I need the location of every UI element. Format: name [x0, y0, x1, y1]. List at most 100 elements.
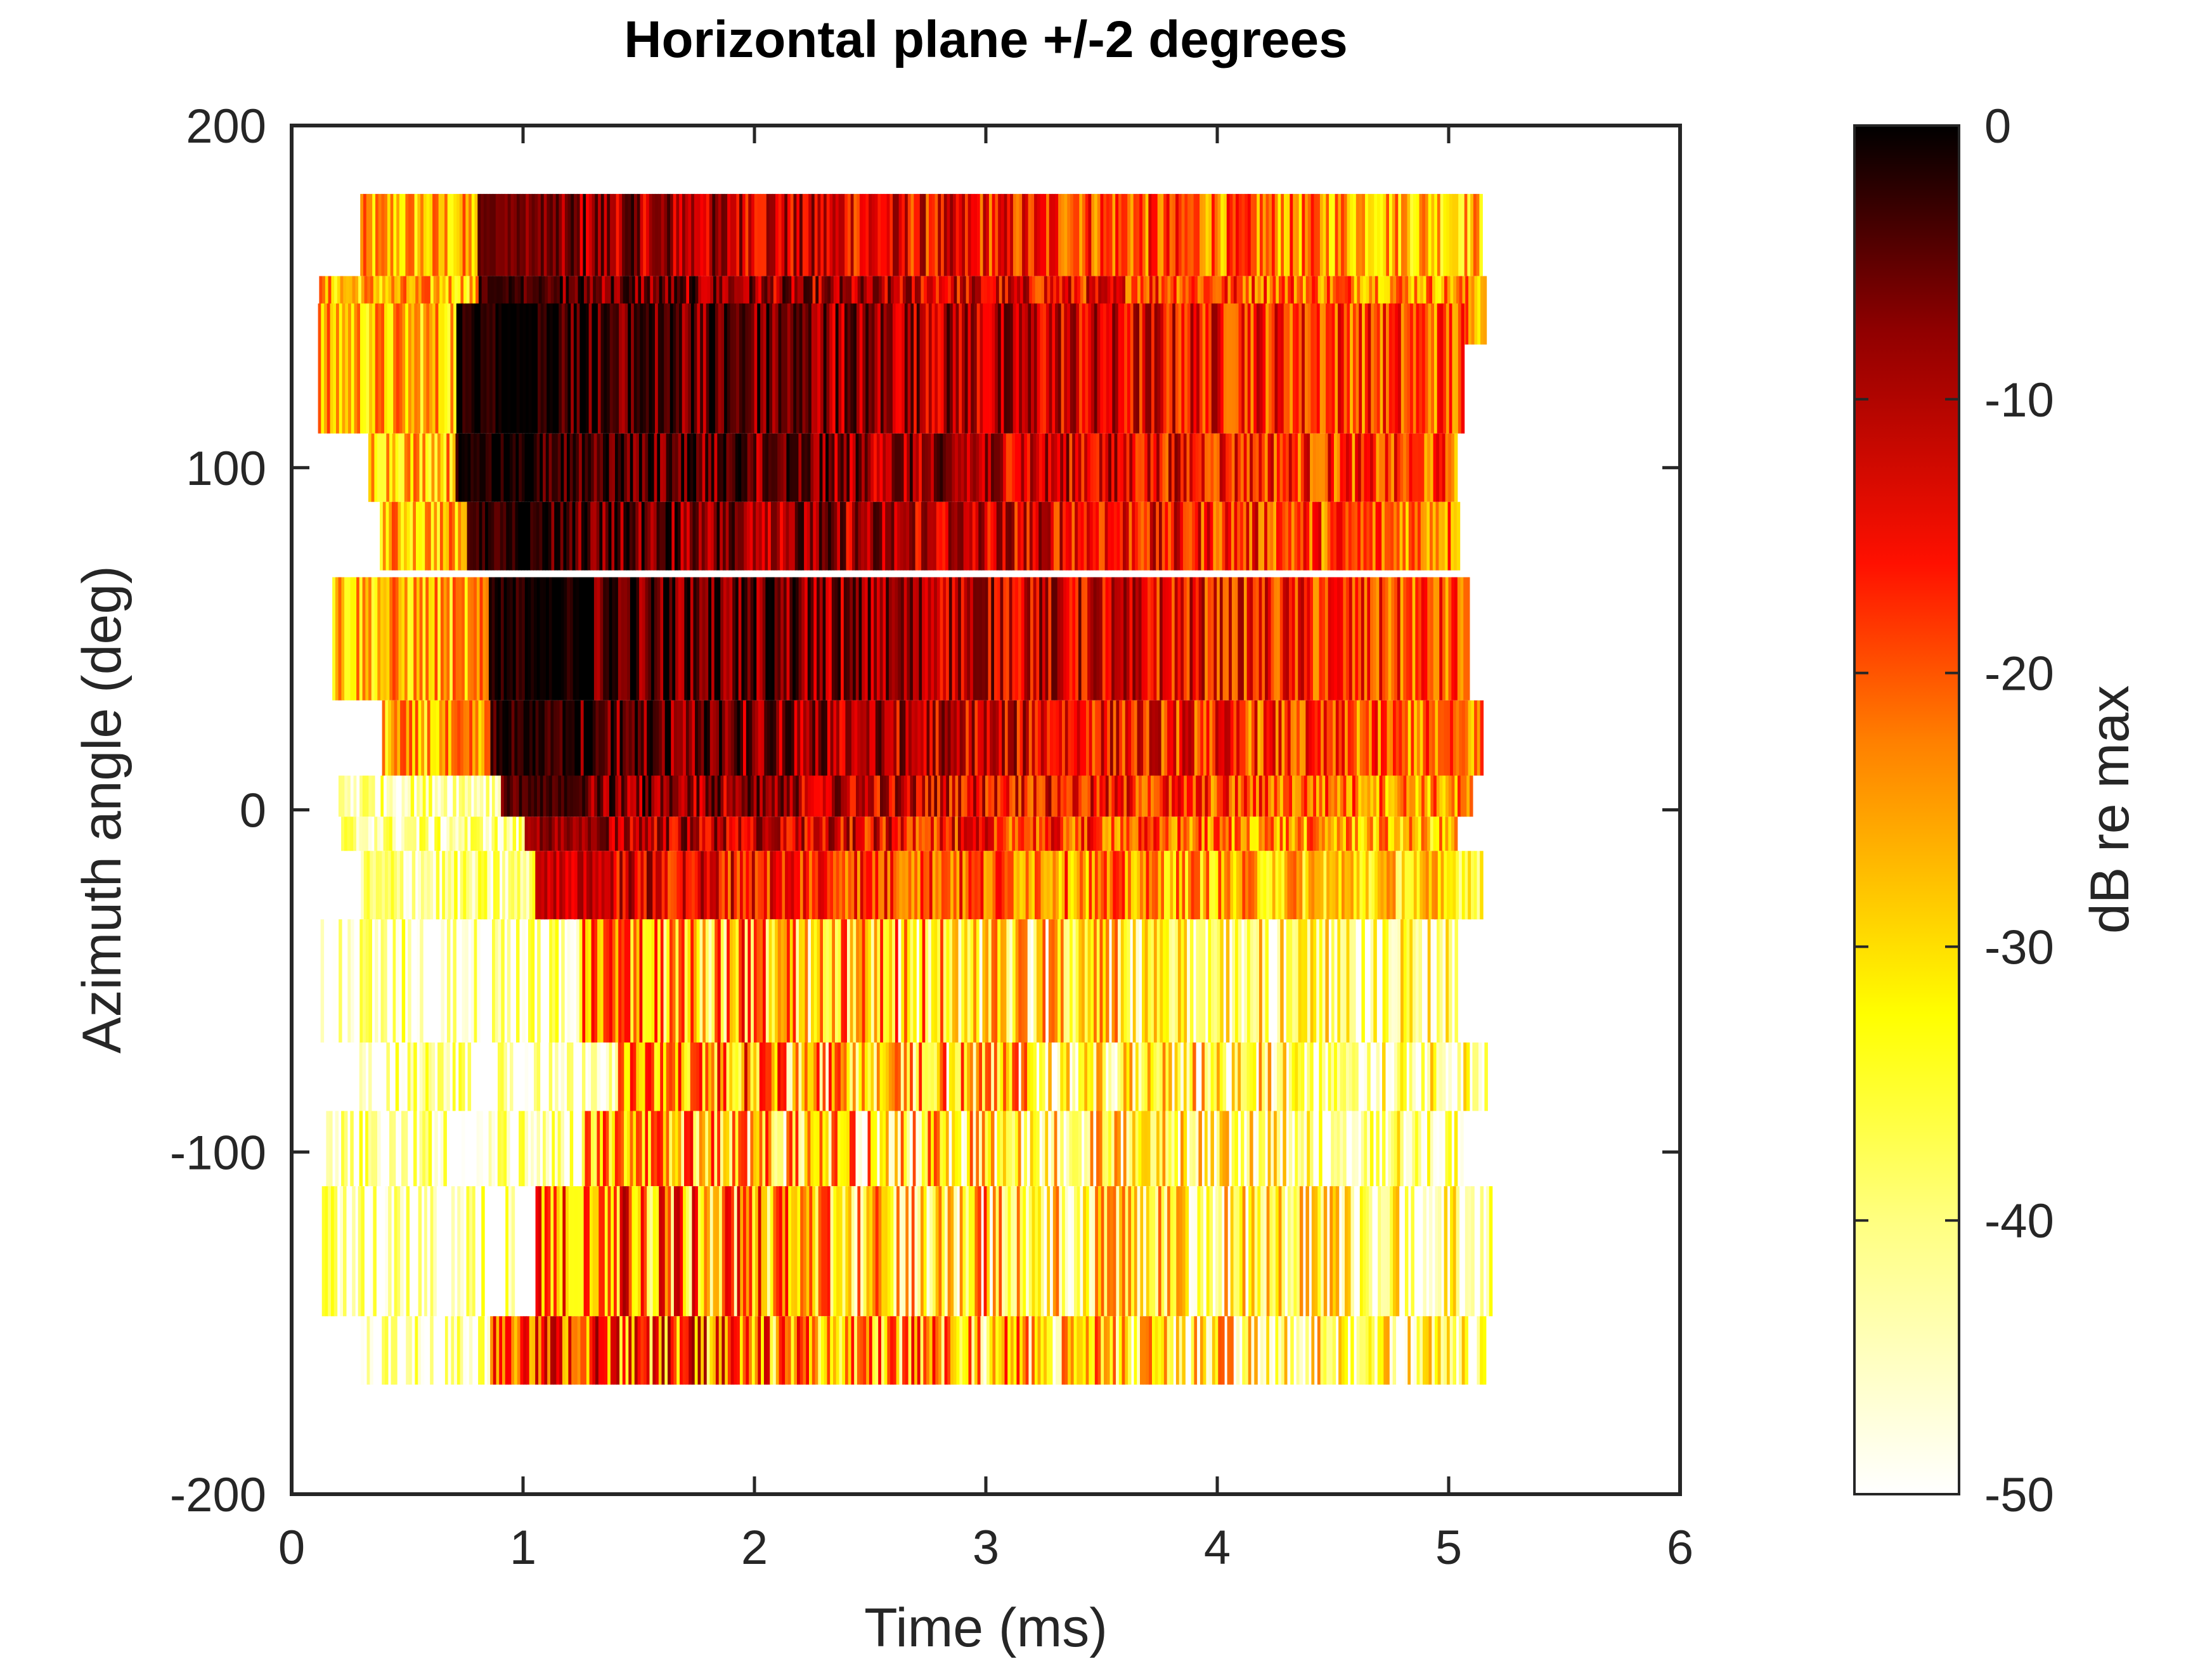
- heatmap-cell: [522, 303, 526, 434]
- heatmap-cell: [964, 433, 967, 502]
- heatmap-cell: [507, 817, 510, 851]
- heatmap-cell: [948, 817, 953, 851]
- heatmap-cell: [609, 303, 614, 434]
- heatmap-cell: [639, 919, 644, 1043]
- heatmap-cell: [463, 1316, 467, 1385]
- heatmap-cell: [1033, 919, 1037, 1043]
- heatmap-cell: [1180, 1042, 1184, 1111]
- heatmap-cell: [588, 193, 593, 276]
- heatmap-cell: [649, 700, 654, 776]
- heatmap-cell: [1367, 1111, 1371, 1187]
- heatmap-cell: [1439, 1111, 1443, 1187]
- heatmap-cell: [1236, 851, 1240, 920]
- heatmap-cell: [1402, 700, 1406, 776]
- heatmap-cell: [1455, 193, 1459, 276]
- heatmap-cell: [1331, 577, 1335, 700]
- heatmap-cell: [833, 1186, 837, 1317]
- heatmap-cell: [886, 577, 889, 700]
- heatmap-cell: [1022, 193, 1026, 276]
- heatmap-cell: [702, 303, 707, 434]
- heatmap-cell: [1374, 851, 1378, 920]
- heatmap-cell: [529, 1316, 533, 1385]
- heatmap-cell: [1263, 700, 1267, 776]
- heatmap-cell: [794, 700, 798, 776]
- heatmap-cell: [1246, 1042, 1250, 1111]
- heatmap-cell: [696, 1042, 700, 1111]
- heatmap-cell: [850, 1042, 853, 1111]
- heatmap-cell: [744, 817, 748, 851]
- heatmap-cell: [516, 919, 520, 1043]
- heatmap-cell: [1234, 775, 1239, 817]
- heatmap-cell: [1352, 919, 1356, 1043]
- heatmap-cell: [582, 775, 586, 817]
- heatmap-cell: [693, 577, 697, 700]
- heatmap-cell: [494, 501, 498, 571]
- heatmap-cell: [996, 501, 1000, 571]
- heatmap-cell: [407, 433, 411, 502]
- heatmap-cell: [1298, 1111, 1302, 1187]
- heatmap-cell: [1321, 1186, 1324, 1317]
- heatmap-cell: [472, 700, 476, 776]
- heatmap-cell: [659, 501, 663, 571]
- heatmap-cell: [496, 700, 500, 776]
- heatmap-cell: [815, 700, 819, 776]
- heatmap-cell: [789, 433, 793, 502]
- heatmap-cell: [628, 303, 631, 434]
- heatmap-cell: [921, 817, 926, 851]
- heatmap-cell: [1433, 817, 1437, 851]
- heatmap-cell: [461, 817, 465, 851]
- heatmap-cell: [1260, 851, 1264, 920]
- heatmap-cell: [792, 919, 796, 1043]
- heatmap-cell: [1289, 919, 1293, 1043]
- heatmap-cell: [784, 193, 788, 276]
- heatmap-cell: [1029, 501, 1033, 571]
- heatmap-cell: [676, 303, 680, 434]
- heatmap-cell: [595, 700, 599, 776]
- heatmap-cell: [1240, 1111, 1245, 1187]
- heatmap-cell: [1448, 817, 1452, 851]
- heatmap-cell: [393, 193, 397, 276]
- heatmap-cell: [1161, 501, 1166, 571]
- heatmap-cell: [782, 501, 787, 571]
- heatmap-cell: [630, 817, 634, 851]
- heatmap-cell: [1368, 193, 1372, 276]
- heatmap-cell: [696, 919, 701, 1043]
- heatmap-cell: [821, 700, 825, 776]
- heatmap-cell: [1477, 276, 1481, 345]
- heatmap-cell: [1036, 433, 1040, 502]
- heatmap-cell: [736, 303, 740, 434]
- heatmap-cell: [1115, 919, 1118, 1043]
- heatmap-cell: [1295, 1042, 1298, 1111]
- heatmap-cell: [1205, 775, 1208, 817]
- heatmap-cell: [792, 577, 796, 700]
- heatmap-cell: [923, 1186, 928, 1317]
- heatmap-cell: [631, 303, 635, 434]
- heatmap-cell: [1391, 433, 1395, 502]
- heatmap-cell: [705, 775, 709, 817]
- heatmap-cell: [1094, 193, 1098, 276]
- heatmap-cell: [1382, 577, 1386, 700]
- heatmap-cell: [574, 700, 578, 776]
- heatmap-cell: [1436, 433, 1440, 502]
- heatmap-cell: [493, 851, 497, 920]
- heatmap-cell: [907, 303, 912, 434]
- heatmap-cell: [924, 817, 929, 851]
- heatmap-cell: [1421, 1042, 1425, 1111]
- heatmap-cell: [531, 817, 534, 851]
- heatmap-cell: [1340, 303, 1345, 434]
- heatmap-cell: [798, 433, 802, 502]
- heatmap-cell: [1247, 303, 1252, 434]
- heatmap-cell: [1201, 919, 1206, 1043]
- heatmap-cell: [1336, 1111, 1341, 1187]
- heatmap-cell: [893, 1186, 897, 1317]
- heatmap-cell: [761, 1186, 765, 1317]
- heatmap-cell: [1452, 700, 1457, 776]
- heatmap-cell: [1139, 303, 1143, 434]
- heatmap-cell: [1272, 1186, 1276, 1317]
- heatmap-cell: [1180, 433, 1184, 502]
- heatmap-cell: [912, 1111, 917, 1187]
- heatmap-cell: [1160, 775, 1163, 817]
- heatmap-cell: [767, 1186, 771, 1317]
- heatmap-cell: [813, 775, 818, 817]
- heatmap-cell: [1146, 700, 1150, 776]
